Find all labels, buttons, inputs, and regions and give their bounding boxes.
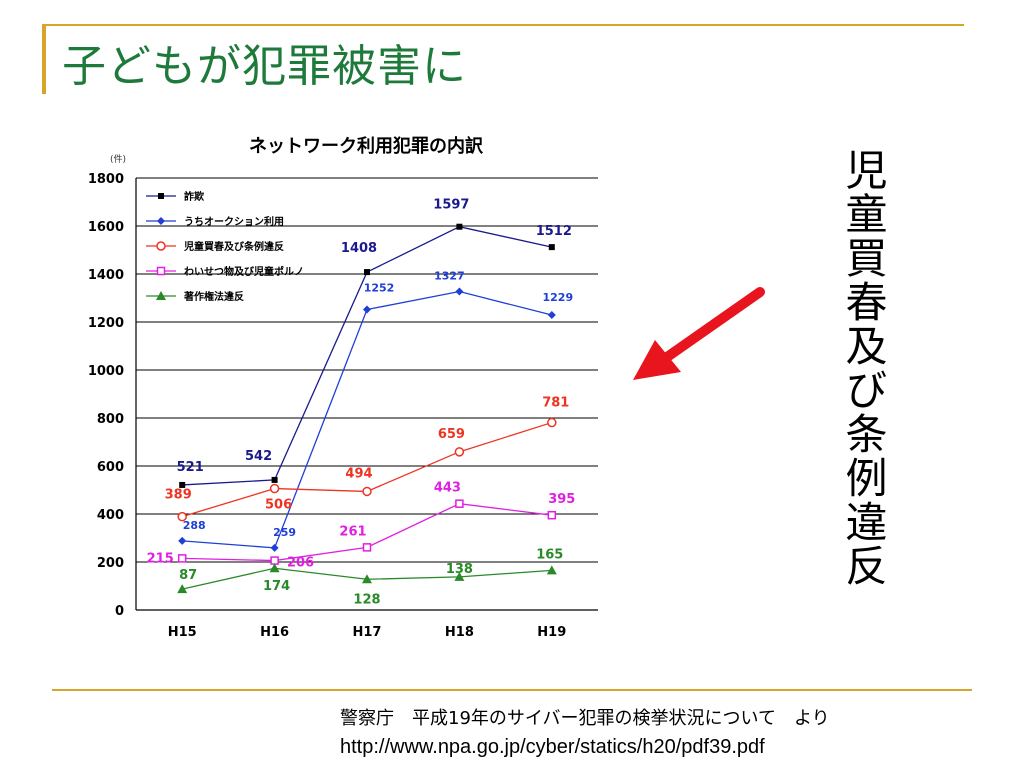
data-label: 206	[287, 556, 314, 571]
data-point	[270, 543, 279, 552]
source-text: 警察庁 平成19年のサイバー犯罪の検挙状況について より	[340, 708, 830, 729]
chart-title: ネットワーク利用犯罪の内訳	[249, 135, 484, 157]
data-label: 1229	[542, 291, 573, 304]
slide-title: 子どもが犯罪被害に	[62, 41, 467, 92]
y-tick-label: 1800	[88, 172, 124, 187]
data-label: 87	[179, 568, 197, 583]
data-point	[269, 483, 280, 494]
series-line-1	[182, 290, 552, 549]
series-line-3	[182, 503, 552, 562]
red-arrow-icon	[633, 287, 765, 380]
legend-marker	[156, 266, 166, 276]
legend-label: うちオークション利用	[184, 215, 284, 228]
data-point	[455, 287, 464, 296]
data-point	[455, 499, 464, 508]
top-accent-rule	[42, 24, 964, 26]
data-point	[177, 511, 187, 522]
data-point	[271, 476, 278, 483]
legend-marker	[157, 217, 165, 225]
y-tick-label: 1400	[88, 268, 124, 283]
y-unit-label: (件)	[110, 153, 126, 165]
data-point	[364, 269, 370, 276]
x-tick-label: H17	[353, 625, 382, 640]
data-label: 659	[438, 427, 465, 442]
x-tick-label: H15	[168, 625, 197, 640]
side-label: 児童買春及び条例違反	[839, 148, 888, 588]
data-label: 521	[177, 460, 204, 475]
data-label: 138	[446, 562, 473, 577]
legend-label: 詐欺	[184, 190, 204, 203]
data-point	[547, 417, 557, 428]
data-point	[177, 584, 188, 594]
data-label: 1597	[433, 198, 469, 213]
x-tick-label: H18	[445, 625, 474, 640]
data-label: 1327	[434, 270, 465, 283]
data-label: 542	[245, 449, 272, 464]
data-label: 128	[353, 592, 380, 607]
data-point	[454, 447, 465, 457]
source-url[interactable]: http://www.npa.go.jp/cyber/statics/h20/p…	[340, 736, 765, 758]
data-label: 781	[542, 396, 569, 411]
legend-marker	[156, 241, 166, 251]
line-chart: ネットワーク利用犯罪の内訳 (件) 0 200 400 600 800 1000 1200 140…	[70, 120, 630, 665]
data-point	[270, 556, 279, 565]
data-point	[362, 574, 372, 584]
x-tick-label: H16	[260, 625, 289, 640]
data-point	[363, 305, 371, 314]
data-point	[177, 554, 187, 563]
data-point	[362, 486, 372, 497]
y-tick-label: 0	[115, 604, 124, 619]
data-point	[547, 510, 557, 520]
legend-marker	[156, 291, 166, 300]
series-line-0	[182, 226, 552, 486]
data-label: 1408	[341, 241, 377, 256]
y-tick-label: 1600	[88, 220, 124, 235]
data-label: 1252	[364, 282, 395, 295]
data-point	[548, 244, 555, 251]
data-point	[546, 565, 557, 575]
y-tick-label: 200	[97, 556, 124, 571]
y-tick-label: 400	[97, 508, 124, 523]
legend-label: 児童買春及び条例違反	[183, 240, 284, 253]
data-point	[547, 311, 556, 320]
chart-svg: ネットワーク利用犯罪の内訳 (件) 0 200 400 600 800 1000 1200 140…	[88, 135, 598, 640]
data-label: 259	[273, 526, 296, 539]
legend-label: 著作権法違反	[183, 290, 244, 303]
y-tick-label: 600	[97, 460, 124, 475]
data-label: 261	[339, 524, 366, 539]
data-label: 443	[434, 481, 461, 496]
y-tick-label: 800	[97, 412, 124, 427]
data-label: 288	[183, 519, 206, 532]
data-point	[178, 536, 187, 545]
legend-marker	[158, 193, 164, 199]
data-point	[269, 563, 280, 573]
data-point	[456, 223, 463, 230]
data-point	[454, 571, 465, 581]
data-label: 506	[265, 498, 292, 513]
data-point	[362, 543, 372, 552]
data-label: 389	[165, 488, 192, 503]
data-label: 215	[147, 551, 174, 566]
data-label: 1512	[536, 224, 572, 239]
y-tick-label: 1200	[88, 316, 124, 331]
y-tick-label: 1000	[88, 364, 124, 379]
x-tick-label: H19	[537, 625, 566, 640]
data-label: 165	[536, 547, 563, 562]
data-label: 494	[345, 466, 372, 481]
legend-label: わいせつ物及び児童ポルノ	[184, 265, 304, 278]
data-label: 174	[263, 579, 290, 594]
bottom-accent-rule	[52, 689, 972, 691]
data-point	[179, 481, 186, 488]
title-accent-bar	[42, 24, 46, 94]
data-label: 395	[548, 492, 575, 507]
